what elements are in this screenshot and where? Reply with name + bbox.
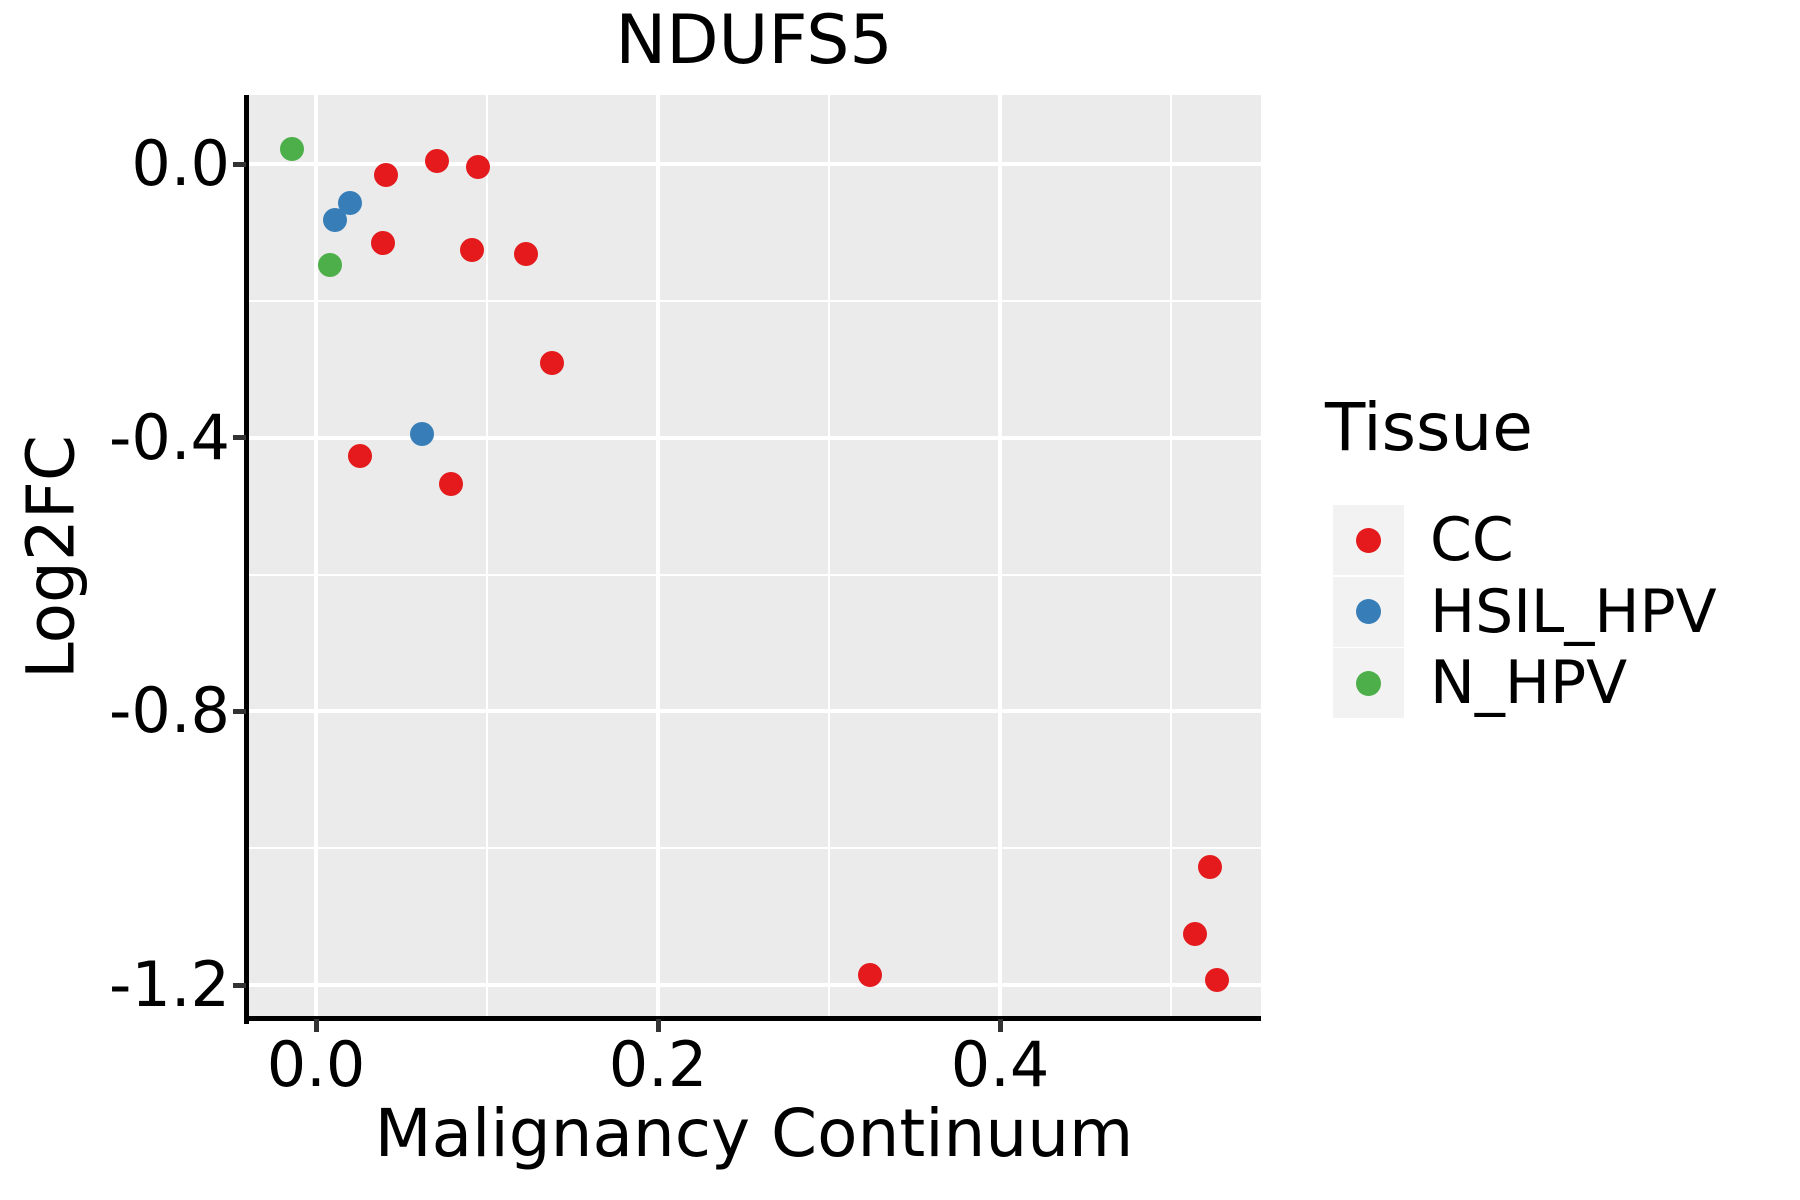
plot-panel	[247, 95, 1261, 1019]
y-major-gridline	[247, 162, 1261, 166]
data-point-hsil_hpv	[322, 208, 347, 233]
data-point-cc	[514, 241, 539, 266]
x-tick-label: 0.0	[266, 1028, 366, 1101]
x-axis-line	[244, 1016, 1261, 1021]
x-tick-label: 0.2	[608, 1028, 708, 1101]
y-major-gridline	[247, 983, 1261, 988]
data-point-cc	[370, 230, 395, 255]
y-major-gridline	[247, 709, 1261, 714]
data-point-hsil_hpv	[410, 421, 435, 446]
y-major-gridline	[247, 435, 1261, 440]
y-tick-label: -1.2	[109, 948, 230, 1022]
data-point-cc	[1182, 921, 1207, 946]
x-major-gridline	[314, 95, 318, 1019]
data-point-cc	[539, 351, 564, 376]
y-tick-mark	[233, 982, 246, 988]
y-minor-gridline	[247, 299, 1261, 302]
x-minor-gridline	[828, 95, 830, 1019]
x-tick-label: 0.4	[950, 1028, 1050, 1101]
x-tick-mark	[655, 1019, 661, 1032]
data-point-cc	[1198, 854, 1223, 879]
y-axis-line	[244, 95, 249, 1024]
legend-label-hsil_hpv: HSIL_HPV	[1430, 576, 1717, 647]
x-minor-gridline	[1170, 95, 1172, 1019]
y-tick-label: 0.0	[131, 127, 230, 200]
data-point-cc	[348, 444, 373, 469]
x-major-gridline	[656, 95, 660, 1019]
legend-label-cc: CC	[1430, 505, 1514, 575]
data-point-cc	[858, 963, 883, 988]
y-tick-mark	[233, 708, 246, 714]
legend-dot-n_hpv	[1356, 670, 1381, 696]
data-point-n_hpv	[280, 136, 305, 161]
y-tick-mark	[233, 161, 246, 167]
x-minor-gridline	[486, 95, 488, 1019]
data-point-cc	[1205, 968, 1230, 993]
data-point-cc	[459, 238, 484, 263]
x-tick-mark	[313, 1019, 319, 1032]
x-tick-mark	[997, 1019, 1003, 1032]
y-tick-label: -0.4	[109, 400, 230, 474]
y-minor-gridline	[247, 573, 1261, 576]
legend-label-n_hpv: N_HPV	[1430, 648, 1628, 718]
data-point-n_hpv	[317, 252, 342, 277]
legend-title: Tissue	[1325, 389, 1533, 466]
x-major-gridline	[998, 95, 1002, 1019]
y-axis-title: Log2FC	[12, 435, 90, 679]
data-point-cc	[466, 155, 491, 180]
legend-dot-cc	[1356, 527, 1381, 553]
y-minor-gridline	[247, 847, 1261, 850]
data-point-cc	[425, 148, 450, 173]
data-point-cc	[374, 162, 399, 187]
y-tick-label: -0.8	[109, 674, 230, 748]
data-point-cc	[439, 472, 464, 497]
y-tick-mark	[233, 435, 246, 441]
x-axis-title: Malignancy Continuum	[374, 1095, 1134, 1172]
chart-title: NDUFS5	[615, 1, 893, 80]
legend-dot-hsil_hpv	[1356, 599, 1381, 624]
